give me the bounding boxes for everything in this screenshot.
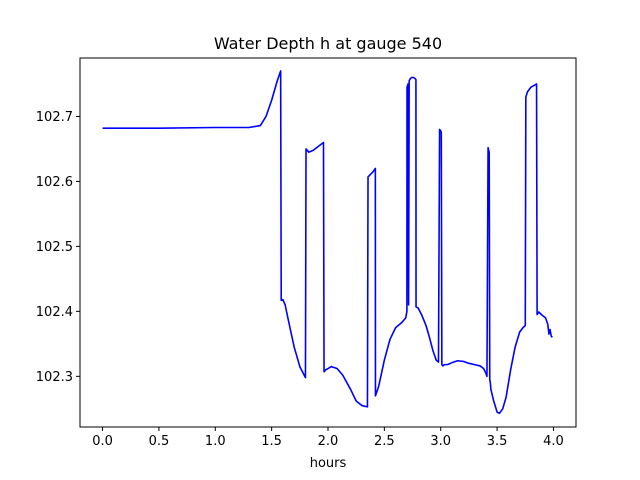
y-tick-label: 102.6 <box>36 175 73 190</box>
x-tick-label: 3.5 <box>487 434 508 449</box>
y-tick-label: 102.7 <box>36 110 73 125</box>
x-tick-label: 2.5 <box>374 434 395 449</box>
x-tick-label: 2.0 <box>318 434 339 449</box>
x-tick-label: 1.0 <box>205 434 226 449</box>
plot-content <box>102 70 553 415</box>
y-tick-label: 102.3 <box>36 370 73 385</box>
chart-title: Water Depth h at gauge 540 <box>214 34 442 53</box>
x-tick-label: 0.0 <box>92 434 113 449</box>
x-tick-label: 4.0 <box>543 434 564 449</box>
x-tick-label: 1.5 <box>261 434 282 449</box>
y-axis: 102.3 102.4 102.5 102.6 102.7 <box>36 110 80 385</box>
series-line <box>102 70 553 415</box>
plot-frame <box>79 57 577 428</box>
x-tick-label: 0.5 <box>149 434 170 449</box>
x-axis: 0.0 0.5 1.0 1.5 2.0 2.5 3.0 3.5 4.0 <box>92 427 564 449</box>
y-tick-label: 102.5 <box>36 240 73 255</box>
x-axis-label: hours <box>310 456 347 471</box>
x-tick-label: 3.0 <box>430 434 451 449</box>
y-tick-label: 102.4 <box>36 305 73 320</box>
